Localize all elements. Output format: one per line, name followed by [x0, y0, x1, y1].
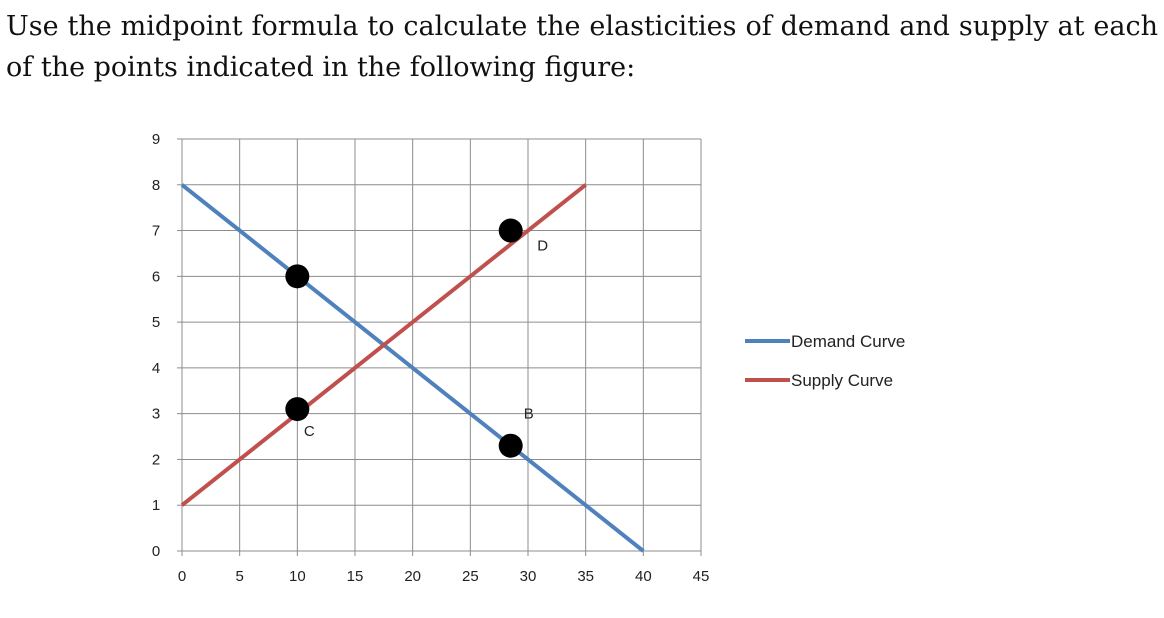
x-tick-label-20: 20: [404, 568, 421, 585]
y-tick-label-0: 0: [152, 543, 160, 560]
y-tick-label-4: 4: [152, 360, 160, 377]
chart-points: C D B: [285, 218, 548, 458]
x-tick-label-15: 15: [347, 568, 364, 585]
marked-point-d: [498, 218, 523, 243]
point-label-c: C: [304, 423, 315, 440]
y-tick-label-1: 1: [152, 497, 160, 514]
y-tick-label-2: 2: [152, 451, 160, 468]
point-label-b: B: [524, 406, 534, 423]
marked-point-unlabeled: [285, 264, 310, 289]
x-tick-label-10: 10: [289, 568, 306, 585]
x-tick-label-5: 5: [235, 568, 243, 585]
x-tick-label-30: 30: [520, 568, 537, 585]
point-label-d: D: [537, 238, 548, 255]
legend-label-demand-curve: Demand Curve: [791, 332, 905, 351]
y-tick-label-3: 3: [152, 406, 160, 423]
marked-point-b: [498, 433, 523, 458]
marked-point-c: [285, 397, 310, 422]
x-tick-label-25: 25: [462, 568, 479, 585]
y-tick-label-7: 7: [152, 223, 160, 240]
x-tick-label-45: 45: [693, 568, 710, 585]
x-tick-label-0: 0: [178, 568, 186, 585]
y-tick-label-6: 6: [152, 268, 160, 285]
series-line-demand-curve: [180, 183, 645, 553]
chart-legend: Demand Curve Supply Curve: [745, 332, 905, 390]
y-tick-label-9: 9: [152, 131, 160, 148]
y-tick-label-5: 5: [152, 314, 160, 331]
legend-label-supply-curve: Supply Curve: [791, 371, 893, 390]
x-tick-label-40: 40: [635, 568, 652, 585]
question-text: Use the midpoint formula to calculate th…: [6, 11, 1158, 83]
chart-gridlines: [181, 138, 702, 552]
x-tick-label-35: 35: [577, 568, 594, 585]
y-tick-label-8: 8: [152, 177, 160, 194]
